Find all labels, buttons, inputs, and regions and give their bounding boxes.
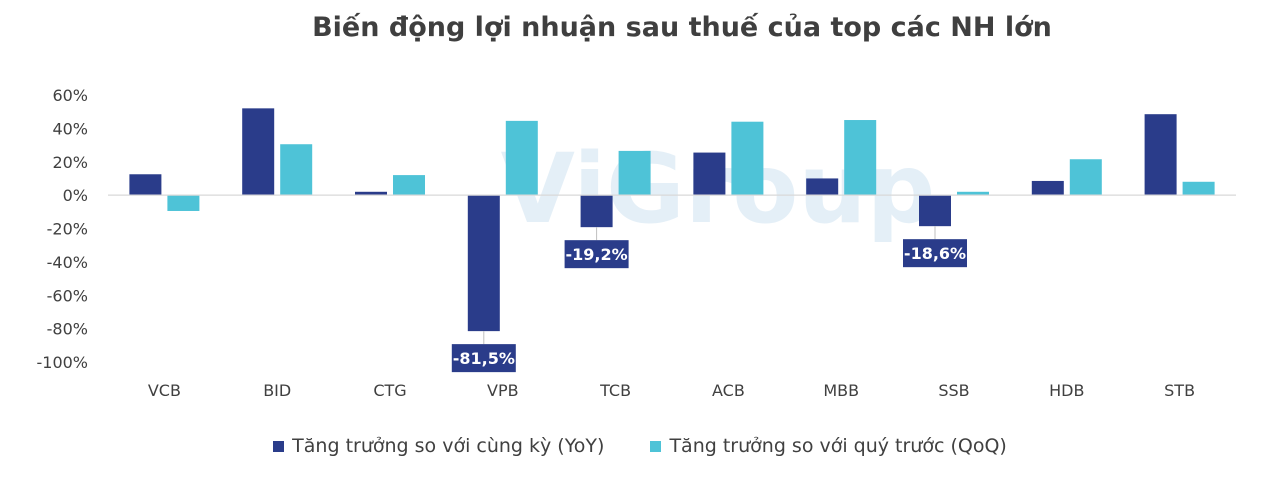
legend-swatch-yoy [273,440,285,452]
bar-yoy-mbb [806,178,839,196]
legend-item-yoy: Tăng trưởng so với cùng kỳ (YoY) [273,435,604,457]
legend-label-qoq: Tăng trưởng so với quý trước (QoQ) [669,435,1007,457]
data-label-vpb: -81,5% [453,349,515,368]
data-label-box [564,240,629,269]
y-tick-label: -60% [47,286,88,305]
x-tick-label: VCB [148,381,181,400]
legend-label-yoy: Tăng trưởng so với cùng kỳ (YoY) [292,435,605,457]
bar-yoy-hdb [1031,180,1064,196]
y-tick-label: 40% [52,119,88,138]
bar-yoy-tcb [580,195,613,228]
bar-qoq-mbb [844,120,877,196]
chart-title: Biến động lợi nhuận sau thuế của top các… [312,12,1052,43]
y-tick-label: -80% [47,320,88,339]
data-label-tcb: -19,2% [566,245,628,264]
x-tick-label: ACB [712,381,745,400]
data-label-box [451,344,516,373]
y-tick-label: 0% [63,186,88,205]
x-tick-label: VPB [487,381,519,400]
bar-qoq-tcb [618,150,651,196]
bar-qoq-acb [731,121,764,196]
bar-qoq-vpb [505,120,538,196]
x-tick-label: BID [263,381,291,400]
x-tick-label: MBB [823,381,859,400]
bar-qoq-stb [1182,181,1215,196]
bar-yoy-stb [1144,114,1177,196]
bar-qoq-hdb [1069,159,1102,196]
x-tick-label: SSB [938,381,969,400]
bar-qoq-ctg [393,175,425,196]
y-tick-label: 20% [52,153,88,172]
bar-yoy-acb [693,152,726,196]
x-tick-label: STB [1164,381,1195,400]
legend: Tăng trưởng so với cùng kỳ (YoY) Tăng tr… [0,435,1280,457]
bar-qoq-vcb [167,195,200,211]
x-tick-label: HDB [1049,381,1084,400]
bar-yoy-bid [242,108,275,196]
data-label-box [903,239,967,268]
y-tick-label: -100% [36,353,88,372]
bar-yoy-ctg [355,191,387,196]
bar-qoq-bid [280,144,313,196]
bar-qoq-ssb [957,191,989,196]
bar-yoy-vcb [129,174,162,196]
y-tick-label: -20% [47,220,88,239]
x-tick-label: TCB [599,381,631,400]
legend-swatch-qoq [650,440,662,452]
bar-yoy-vpb [467,195,500,332]
y-tick-label: 60% [52,86,88,105]
data-label-ssb: -18,6% [904,244,966,263]
bar-yoy-ssb [919,195,951,227]
y-tick-label: -40% [47,253,88,272]
legend-item-qoq: Tăng trưởng so với quý trước (QoQ) [650,435,1007,457]
x-tick-label: CTG [373,381,406,400]
